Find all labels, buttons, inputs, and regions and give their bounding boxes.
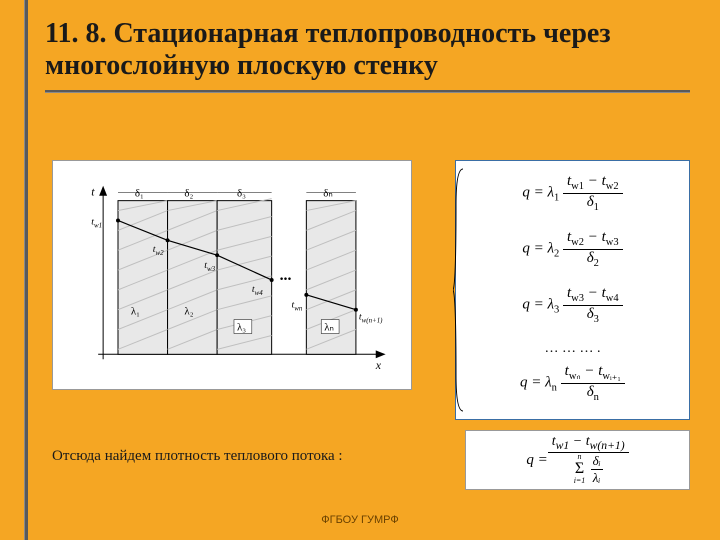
lambda-3: λ₃	[237, 322, 246, 334]
tw1-label: tw1	[91, 216, 102, 229]
equation-3: q = λ3 tw3 − tw4 δ3	[464, 285, 681, 325]
brace-icon	[453, 165, 467, 415]
lambda-n: λₙ	[324, 322, 334, 334]
delta-n: δₙ	[323, 188, 332, 200]
footer-text: ФГБОУ ГУМРФ	[0, 514, 720, 526]
lambda-1: λ₁	[131, 306, 140, 318]
title-underline	[45, 90, 690, 93]
delta-2: δ₂	[184, 188, 193, 200]
bottom-caption: Отсюда найдем плотность теплового потока…	[52, 448, 343, 465]
bottom-eq-lhs: q =	[526, 452, 547, 469]
equation-n: q = λn twₙ − twᵢ₊₁ δn	[464, 363, 681, 403]
equation-1: q = λ1 tw1 − tw2 δ1	[464, 173, 681, 213]
x-axis-label: x	[375, 358, 382, 372]
twn-label: twn	[291, 300, 302, 313]
lambda-2: λ₂	[184, 306, 193, 318]
layer-2	[168, 201, 218, 355]
equation-2: q = λ2 tw2 − tw3 δ2	[464, 229, 681, 269]
y-axis-label: t	[91, 185, 95, 199]
delta-3: δ₃	[237, 188, 246, 200]
bottom-equation-panel: q = tw1 − tw(n+1) n Σ i=1 δᵢ λᵢ	[465, 430, 690, 490]
delta-1: δ₁	[135, 188, 144, 200]
side-ruler	[0, 0, 28, 540]
multilayer-wall-diagram: t x δ₁ δ₂ δ₃ δₙ	[52, 160, 412, 390]
twn1-label: tw(n+1)	[359, 312, 383, 325]
equation-ellipsis: … … … .	[464, 341, 681, 357]
page-title: 11. 8. Стационарная теплопроводность чер…	[45, 18, 690, 82]
title-block: 11. 8. Стационарная теплопроводность чер…	[45, 18, 690, 93]
layer-gap-ellipsis: ...	[280, 267, 292, 284]
equation-system-panel: q = λ1 tw1 − tw2 δ1 q = λ2 tw2 − tw3 δ2 …	[455, 160, 690, 420]
